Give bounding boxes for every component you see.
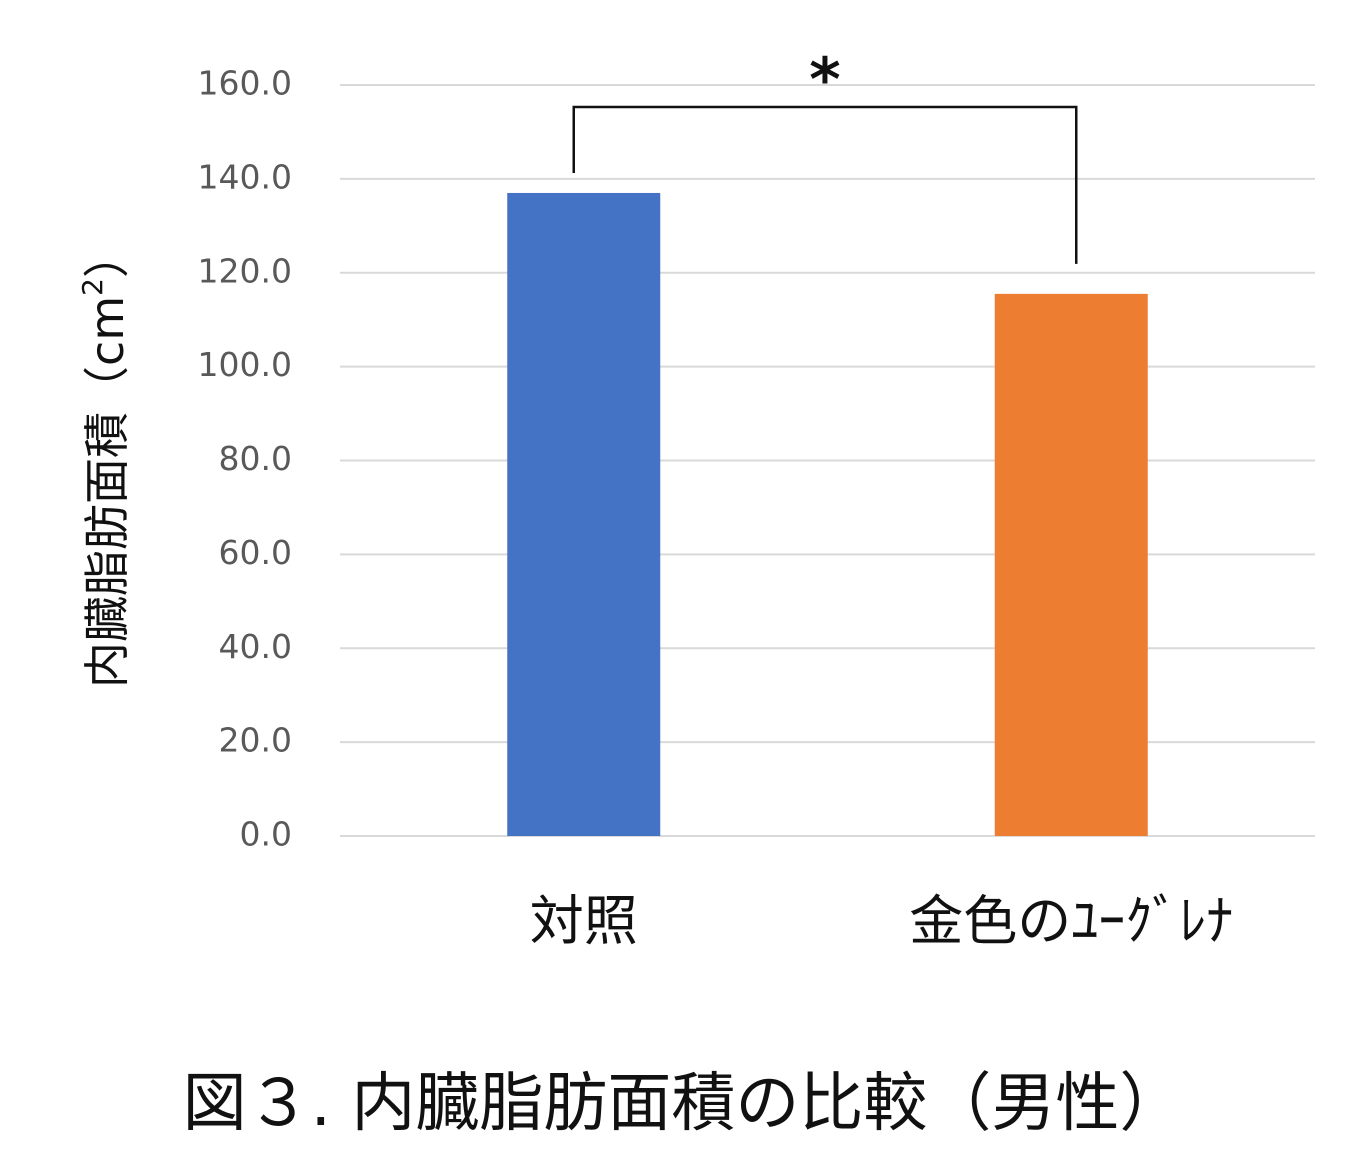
y-axis-label-main: 内臓脂肪面積: [80, 412, 134, 688]
y-tick-label: 80.0: [219, 439, 292, 478]
y-axis-label-unit-close: ）: [80, 232, 134, 278]
gridlines: [340, 84, 1315, 837]
bar-chart: 0.020.040.060.080.0100.0120.0140.0160.0 …: [76, 45, 1315, 953]
y-axis-label: 内臓脂肪面積（cm2）: [76, 232, 134, 688]
significance-bracket: *: [572, 45, 1078, 264]
y-tick-label: 60.0: [219, 533, 292, 572]
y-tick-label: 160.0: [198, 64, 292, 103]
y-tick-label: 20.0: [219, 721, 292, 760]
y-tick-label: 0.0: [240, 815, 292, 854]
bar-2: [994, 293, 1148, 836]
y-tick-label: 140.0: [198, 157, 292, 196]
x-axis-category-labels: 対照 金色のﾕｰｸﾞﾚﾅ: [530, 890, 1234, 953]
bar-1: [507, 192, 661, 837]
y-axis-label-unit-sup: 2: [76, 278, 109, 296]
y-tick-label: 120.0: [198, 251, 292, 290]
significance-bracket-line: [572, 105, 1078, 264]
y-tick-label: 100.0: [198, 345, 292, 384]
category-label: 対照: [530, 890, 638, 953]
y-tick-label: 40.0: [219, 627, 292, 666]
figure-caption: 図３. 内臓脂肪面積の比較（男性）: [182, 1067, 1184, 1141]
y-axis-tick-labels: 0.0 20.0 40.0 60.0 80.0 100.0 120.0 140.0 160.0: [198, 64, 292, 854]
category-label: 金色のﾕｰｸﾞﾚﾅ: [909, 890, 1233, 953]
significance-asterisk: *: [809, 45, 840, 115]
y-axis-label-unit-open: （cm: [80, 296, 134, 412]
bars: [507, 192, 1148, 837]
